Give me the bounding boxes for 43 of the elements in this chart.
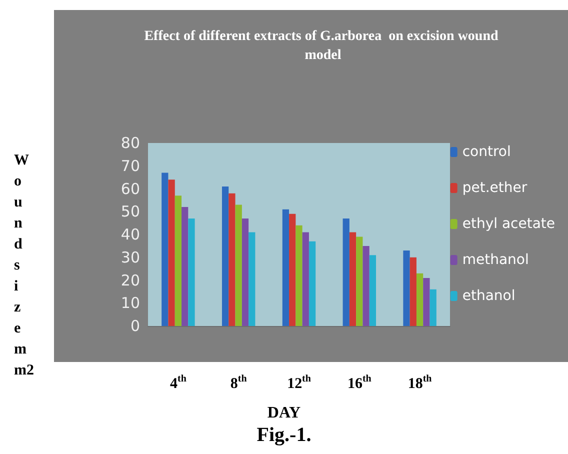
y-tick-label: 70: [120, 156, 140, 175]
bar: [168, 180, 175, 326]
bar: [228, 193, 236, 326]
bar: [242, 218, 249, 326]
legend-label: control: [462, 144, 511, 160]
legend-label: methanol: [462, 252, 529, 268]
bar: [282, 209, 290, 326]
x-axis-title: DAY: [267, 404, 302, 422]
bar: [410, 257, 416, 326]
y-tick-label: 60: [120, 180, 140, 198]
bar: [362, 246, 370, 326]
y-tick-label: 40: [120, 226, 140, 244]
bar: [430, 289, 436, 326]
y-tick-label: 20: [120, 271, 140, 290]
bar: [369, 255, 376, 326]
bar: [356, 236, 363, 326]
text: Wound size mm2: [14, 152, 34, 378]
y-tick-label: 50: [120, 202, 140, 221]
bar: [416, 273, 424, 326]
bar: [174, 196, 182, 326]
bar: [308, 241, 316, 326]
bar: [222, 186, 229, 326]
bar: [349, 232, 356, 326]
bar: [403, 250, 410, 326]
bar: [162, 172, 168, 326]
y-tick-label: 10: [120, 294, 140, 312]
legend-label: ethyl acetate: [462, 216, 556, 232]
bar: [235, 204, 242, 326]
y-tick-label: 0: [130, 317, 140, 335]
legend-label: pet.ether: [462, 180, 528, 196]
bar: [182, 207, 188, 326]
legend-label: ethanol: [462, 288, 516, 304]
bar: [289, 214, 296, 326]
text: Fig.-1.: [256, 424, 312, 446]
bar: [302, 232, 309, 326]
y-tick-label: 30: [120, 248, 140, 266]
chart-title: Effect of different extracts of G.arborea on excision wound model: [144, 29, 502, 63]
bar: [248, 232, 256, 326]
bar: [188, 218, 195, 326]
y-tick-label: 80: [120, 134, 140, 152]
bar: [423, 278, 430, 326]
bar: [296, 225, 302, 326]
bar: [342, 218, 350, 326]
